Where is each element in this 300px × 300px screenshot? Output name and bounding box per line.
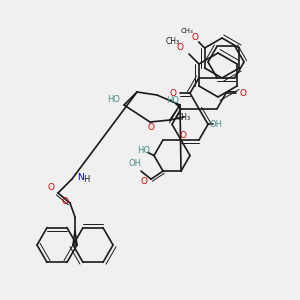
- Text: O: O: [47, 184, 55, 193]
- Text: O: O: [176, 44, 183, 52]
- Text: CH₃: CH₃: [166, 38, 180, 46]
- Text: H: H: [83, 176, 89, 184]
- Text: H: H: [107, 94, 113, 103]
- Text: O: O: [169, 89, 176, 98]
- Text: O: O: [61, 196, 68, 206]
- Text: OH: OH: [209, 120, 223, 129]
- Text: O: O: [180, 130, 187, 140]
- Text: O: O: [112, 94, 119, 103]
- Text: O: O: [239, 89, 247, 98]
- Text: HO: HO: [167, 96, 179, 105]
- Text: CH₃: CH₃: [177, 113, 191, 122]
- Text: N: N: [76, 172, 83, 182]
- Text: O: O: [148, 124, 154, 133]
- Text: HO: HO: [137, 146, 151, 155]
- Text: O: O: [191, 34, 198, 43]
- Text: CH₃: CH₃: [180, 28, 193, 34]
- Text: OH: OH: [128, 159, 142, 168]
- Text: O: O: [140, 177, 148, 186]
